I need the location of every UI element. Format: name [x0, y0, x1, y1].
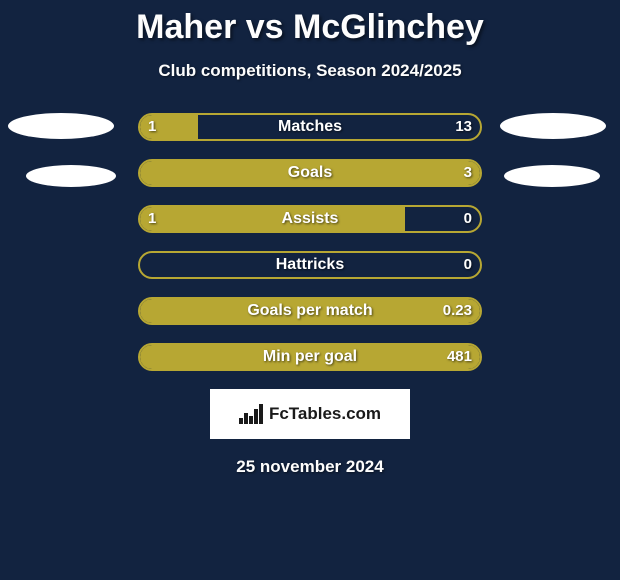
bar-fill — [140, 207, 405, 231]
stat-row: Matches113 — [0, 113, 620, 141]
barchart-icon — [239, 404, 263, 424]
stat-row: Min per goal481 — [0, 343, 620, 371]
bar-fill — [140, 299, 480, 323]
brand-text: FcTables.com — [269, 404, 381, 424]
stat-row: Goals3 — [0, 159, 620, 187]
bar-track — [138, 113, 482, 141]
comparison-infographic: Maher vs McGlinchey Club competitions, S… — [0, 0, 620, 580]
bar-track — [138, 205, 482, 233]
stats-rows: Matches113 Goals3 Assists10 Hattricks0 Goals… — [0, 113, 620, 371]
page-title: Maher vs McGlinchey — [0, 8, 620, 47]
bar-fill — [140, 115, 198, 139]
date-label: 25 november 2024 — [0, 457, 620, 477]
bar-track — [138, 159, 482, 187]
page-subtitle: Club competitions, Season 2024/2025 — [0, 61, 620, 81]
bar-track — [138, 251, 482, 279]
bar-fill — [140, 345, 480, 369]
stat-row: Hattricks0 — [0, 251, 620, 279]
stat-row: Assists10 — [0, 205, 620, 233]
brand-badge: FcTables.com — [210, 389, 410, 439]
bar-track — [138, 343, 482, 371]
stat-row: Goals per match0.23 — [0, 297, 620, 325]
bar-fill — [140, 161, 480, 185]
bar-track — [138, 297, 482, 325]
